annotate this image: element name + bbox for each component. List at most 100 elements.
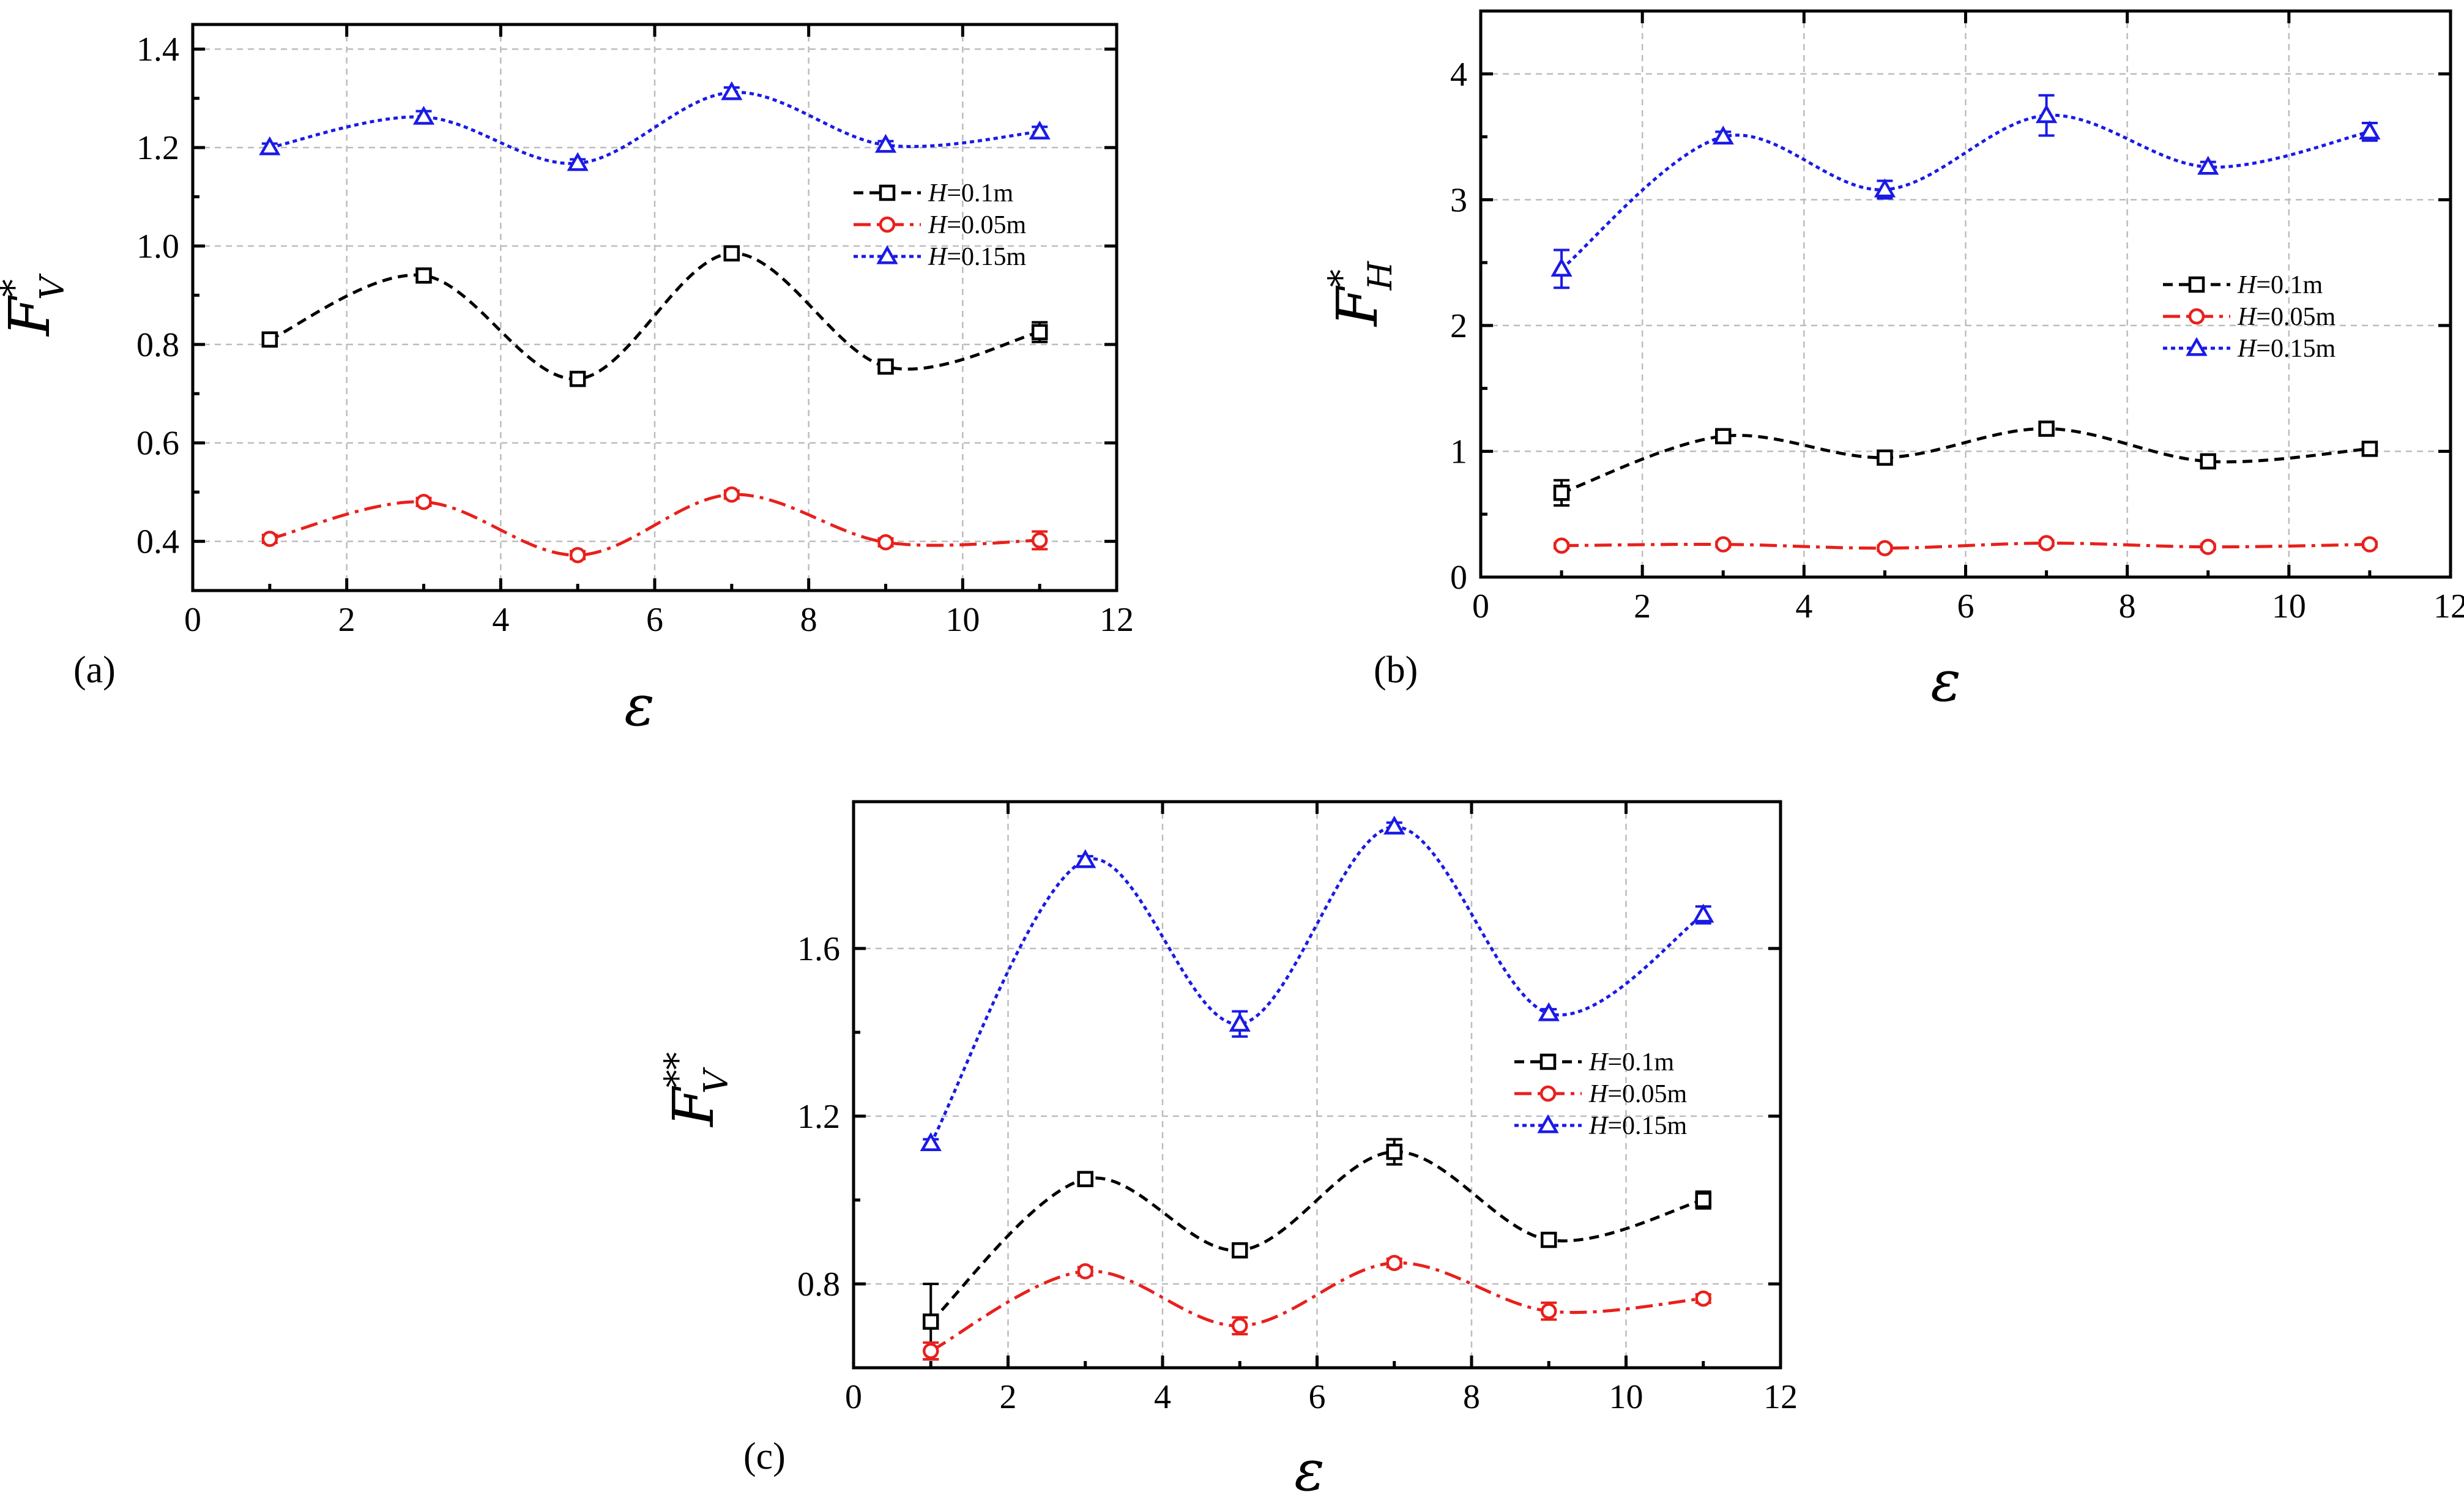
- x-tick-label: 4: [492, 601, 509, 639]
- y-tick-label: 0.8: [797, 1266, 840, 1303]
- y-tick-label: 1.0: [136, 228, 179, 266]
- legend-marker: [1539, 1085, 1557, 1102]
- y-tick-label: 1.2: [136, 129, 179, 167]
- y-tick-label: 2: [1450, 307, 1467, 345]
- y-tick-label: 3: [1450, 181, 1467, 219]
- y-tick-label: 0.4: [136, 523, 179, 561]
- series-h-0-05m: [923, 1255, 1711, 1361]
- data-point: [1232, 1242, 1248, 1259]
- x-tick-label: 12: [2433, 587, 2464, 625]
- data-point: [2038, 420, 2055, 437]
- legend-label: H=0.05m: [1588, 1080, 1688, 1108]
- data-point: [1550, 258, 1573, 277]
- data-point: [259, 136, 281, 155]
- legend-label: H=0.1m: [928, 179, 1014, 207]
- x-tick-label: 2: [338, 601, 355, 639]
- legend-marker: [876, 245, 898, 264]
- data-point: [1077, 1171, 1093, 1187]
- data-point: [261, 331, 278, 348]
- data-point: [1695, 1290, 1711, 1307]
- series-line: [269, 91, 1040, 165]
- plot-frame: [191, 23, 1118, 592]
- x-tick-label: 10: [945, 601, 980, 639]
- legend-label: H=0.05m: [2237, 303, 2336, 331]
- x-tick-label: 2: [1634, 587, 1651, 625]
- data-point: [1386, 1255, 1402, 1271]
- legend-marker: [2188, 276, 2205, 293]
- data-point: [874, 133, 897, 153]
- data-point: [1553, 485, 1570, 501]
- panel-label: (c): [743, 1436, 786, 1477]
- data-point: [723, 486, 740, 503]
- data-point: [567, 152, 589, 171]
- data-point: [1383, 815, 1405, 835]
- data-point: [1074, 849, 1096, 868]
- data-point: [920, 1132, 942, 1151]
- data-point: [2197, 155, 2219, 175]
- data-point: [1386, 1143, 1402, 1160]
- y-tick-label: 1: [1450, 433, 1467, 471]
- legend-marker: [2188, 308, 2205, 325]
- y-axis-title: F*H: [1320, 261, 1399, 327]
- data-point: [1031, 532, 1048, 549]
- panel-label: (a): [73, 649, 116, 691]
- data-point: [923, 1343, 939, 1359]
- legend-marker: [879, 184, 896, 201]
- legend-label: H=0.1m: [2237, 271, 2323, 299]
- data-point: [721, 81, 743, 100]
- x-tick-label: 2: [1000, 1378, 1017, 1416]
- data-point: [1712, 125, 1734, 145]
- series-line: [1560, 113, 2370, 270]
- x-tick-label: 4: [1154, 1378, 1171, 1416]
- data-point: [877, 358, 894, 375]
- data-point: [723, 245, 740, 262]
- chart-panel-a: 0 2 4 6 8 10 12 0.4 0.6 0.8 1.0 1.2 1.4 ε F*V (a) H=0.1m…: [0, 23, 1134, 739]
- data-point: [1553, 537, 1570, 554]
- series-line: [1561, 541, 2370, 550]
- panel-label: (b): [1374, 649, 1418, 691]
- x-axis-title: ε: [1294, 1438, 1324, 1503]
- chart-panel-c: 0 2 4 6 8 10 120.81.21.6εF**V(c)H=0.1mH=0.05mH…: [657, 800, 1798, 1503]
- legend-marker: [2186, 337, 2208, 356]
- data-point: [1029, 121, 1051, 140]
- x-tick-label: 0: [184, 601, 201, 639]
- data-point: [2200, 453, 2216, 470]
- data-point: [415, 267, 432, 284]
- data-point: [415, 493, 432, 510]
- data-point: [1541, 1303, 1557, 1319]
- legend: H=0.1m H=0.05m H=0.15m: [854, 179, 1027, 271]
- series-h-0-15m: [1550, 94, 2381, 289]
- chart-panel-b: 0 2 4 6 8 10 1201234εF*H(b)H=0.1mH=0.05mH=0.15…: [1320, 9, 2464, 714]
- x-tick-label: 12: [1763, 1378, 1798, 1416]
- legend-marker: [1537, 1114, 1559, 1133]
- series-h-0-1m: [923, 1138, 1711, 1361]
- y-tick-label: 1.6: [797, 930, 840, 968]
- data-point: [261, 531, 278, 547]
- series-line: [269, 493, 1040, 557]
- series-h-0-1m: [1553, 420, 2378, 507]
- data-point: [1031, 324, 1048, 340]
- series-line: [1561, 427, 2370, 494]
- data-point: [1874, 178, 1896, 198]
- x-tick-label: 6: [646, 601, 663, 639]
- x-tick-label: 8: [800, 601, 817, 639]
- x-tick-label: 0: [1472, 587, 1489, 625]
- data-point: [1877, 540, 1893, 556]
- legend: H=0.1m H=0.05m H=0.15m: [1514, 1048, 1688, 1140]
- data-point: [1715, 428, 1732, 445]
- y-tick-label: 1.4: [136, 31, 179, 69]
- y-axis-title: F**V: [657, 1052, 735, 1128]
- data-point: [2359, 121, 2381, 140]
- data-point: [2200, 539, 2216, 555]
- series-h-0-15m: [259, 81, 1051, 171]
- y-axis-title: F*V: [0, 273, 72, 337]
- data-point: [1538, 1002, 1560, 1021]
- legend-marker: [879, 216, 896, 233]
- series-line: [929, 1150, 1704, 1323]
- legend-label: H=0.15m: [1588, 1112, 1688, 1140]
- x-tick-label: 8: [2119, 587, 2136, 625]
- x-tick-label: 6: [1957, 587, 1975, 625]
- y-tick-label: 1.2: [797, 1098, 840, 1136]
- x-tick-label: 4: [1795, 587, 1812, 625]
